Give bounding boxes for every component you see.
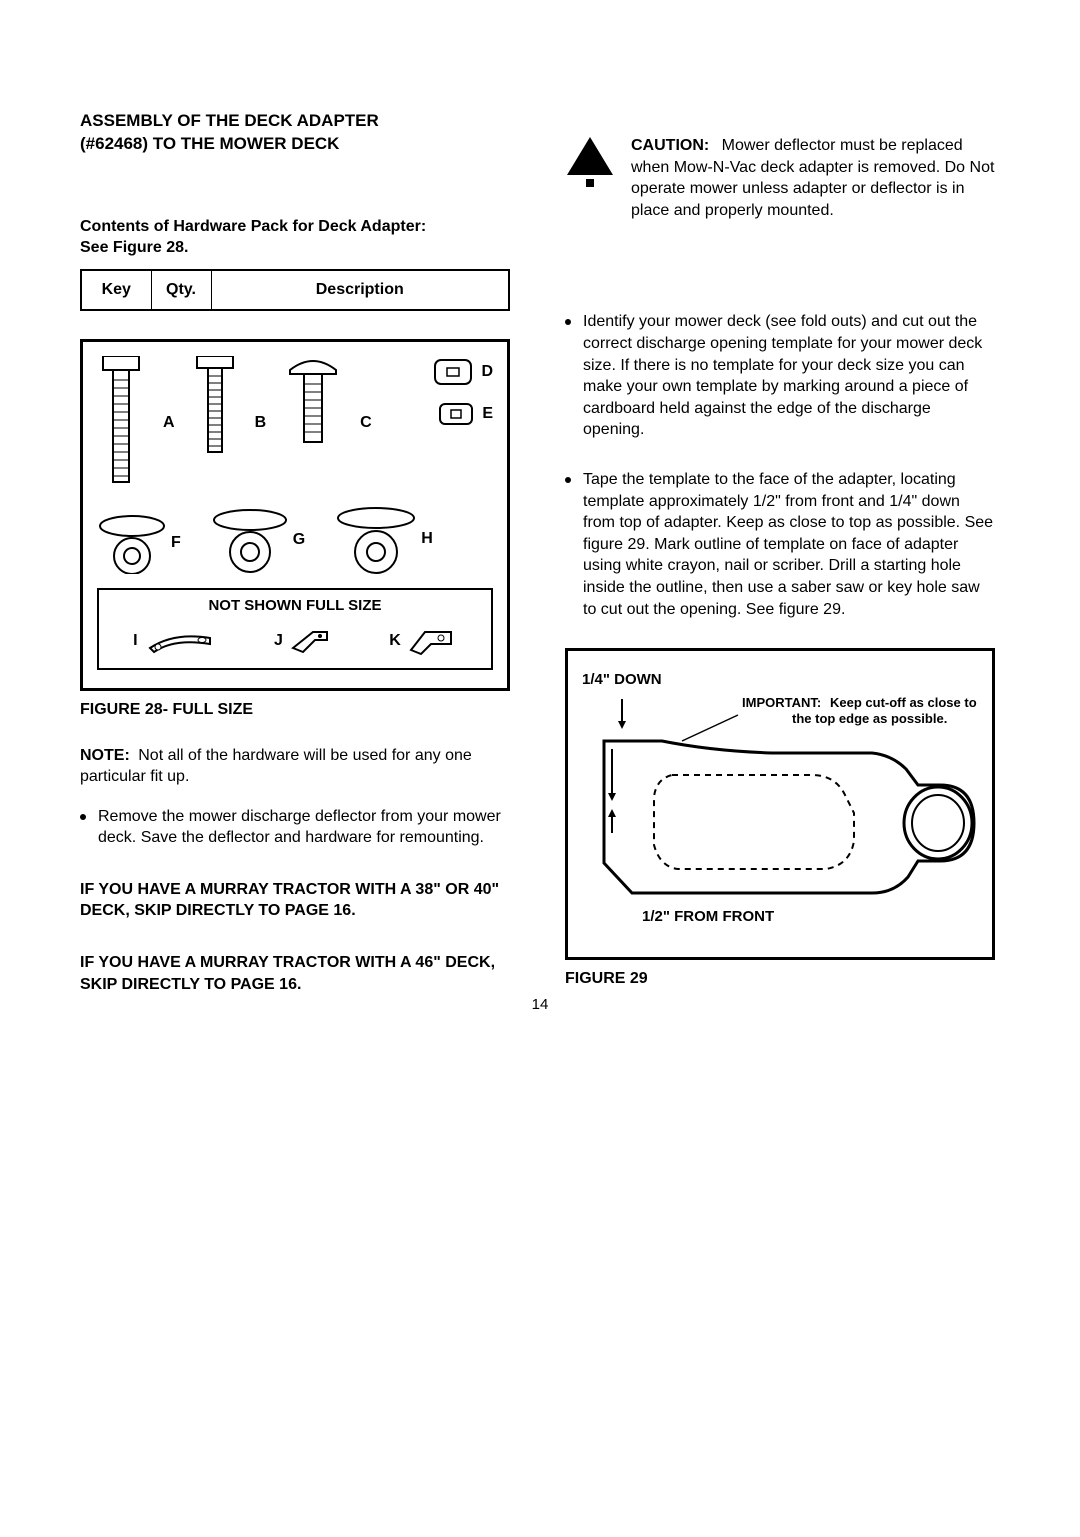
label-d: D — [481, 361, 493, 383]
mount-k-svg — [407, 624, 457, 658]
fig29-down-label: 1/4" DOWN — [582, 669, 978, 691]
th-qty: Qty. — [151, 270, 211, 310]
figure-29-caption: FIGURE 29 — [565, 968, 995, 990]
figure-29-svg: IMPORTANT: Keep cut-off as close to the … — [582, 693, 982, 933]
left-bullet: Remove the mower discharge deflector fro… — [80, 806, 510, 849]
th-key: Key — [81, 270, 151, 310]
label-e: E — [482, 403, 493, 425]
nut-d-svg — [431, 356, 475, 388]
warning-icon — [565, 135, 615, 193]
bolt-c-svg — [284, 356, 342, 446]
note-label: NOTE: — [80, 747, 130, 764]
caution-block: CAUTION: Mower deflector must be replace… — [565, 135, 995, 221]
bolt-a-svg — [97, 356, 145, 486]
section-title-line2: (#62468) TO THE MOWER DECK — [80, 133, 510, 156]
nut-e-svg — [436, 400, 476, 428]
bracket-k: K — [389, 624, 457, 658]
label-k: K — [389, 630, 401, 652]
washer-g-svg — [211, 508, 289, 574]
strap-i-svg — [144, 628, 216, 654]
washer-h-svg — [335, 506, 417, 574]
section-title-line1: ASSEMBLY OF THE DECK ADAPTER — [80, 110, 510, 133]
svg-text:the top edge as possible.: the top edge as possible. — [792, 711, 947, 726]
bullet-dot-icon — [565, 477, 571, 483]
brackets-row: I J K — [109, 624, 481, 658]
nut-d: D — [431, 356, 493, 388]
skip-note-1: IF YOU HAVE A MURRAY TRACTOR WITH A 38" … — [80, 879, 510, 922]
bracket-i: I — [133, 628, 215, 654]
figure-29: 1/4" DOWN IMPORTANT: Keep cut-off as clo… — [565, 648, 995, 960]
down-label: 1/4" DOWN — [582, 671, 662, 688]
bolt-c — [284, 356, 342, 446]
washer-f: F — [97, 514, 181, 574]
contents-heading-line1: Contents of Hardware Pack for Deck Adapt… — [80, 216, 510, 238]
front-label: 1/2" FROM FRONT — [642, 908, 774, 925]
section-title: ASSEMBLY OF THE DECK ADAPTER (#62468) TO… — [80, 110, 510, 156]
figure-28: A B — [80, 339, 510, 691]
label-h: H — [421, 528, 433, 550]
left-bullet-text: Remove the mower discharge deflector fro… — [98, 806, 510, 849]
note: NOTE: Not all of the hardware will be us… — [80, 745, 510, 788]
label-i: I — [133, 630, 137, 652]
label-c: C — [360, 412, 372, 434]
bullet-dot-icon — [565, 319, 571, 325]
caution-label: CAUTION: — [631, 137, 709, 154]
contents-heading-line2: See Figure 28. — [80, 237, 510, 259]
right-bullet-2-text: Tape the template to the face of the ada… — [583, 469, 995, 620]
bolt-b-svg — [193, 356, 237, 456]
washer-h: H — [335, 506, 433, 574]
right-bullet-1-text: Identify your mower deck (see fold outs)… — [583, 311, 995, 441]
caution-text: CAUTION: Mower deflector must be replace… — [631, 135, 995, 221]
washer-f-svg — [97, 514, 167, 574]
hardware-table: Key Qty. Description — [80, 269, 510, 311]
not-shown-title: NOT SHOWN FULL SIZE — [109, 596, 481, 616]
right-bullet-1: Identify your mower deck (see fold outs)… — [565, 311, 995, 441]
bolt-a — [97, 356, 145, 486]
page-number: 14 — [80, 995, 1000, 1015]
bracket-j: J — [274, 626, 331, 656]
label-g: G — [293, 529, 305, 551]
bolt-b — [193, 356, 237, 456]
label-b: B — [255, 412, 267, 434]
angle-j-svg — [289, 626, 331, 656]
th-desc: Description — [211, 270, 509, 310]
nuts-col: D E — [431, 356, 493, 428]
label-j: J — [274, 630, 283, 652]
important-label: IMPORTANT: — [742, 695, 821, 710]
note-text: Not all of the hardware will be used for… — [80, 747, 472, 786]
not-shown-box: NOT SHOWN FULL SIZE I J — [97, 588, 493, 670]
figure-28-caption: FIGURE 28- FULL SIZE — [80, 699, 510, 721]
svg-text:Keep cut-off as close to: Keep cut-off as close to — [830, 695, 977, 710]
bullet-dot-icon — [80, 814, 86, 820]
bolts-row: A B — [97, 356, 493, 486]
nut-e: E — [436, 400, 493, 428]
label-a: A — [163, 412, 175, 434]
washer-g: G — [211, 508, 305, 574]
contents-heading: Contents of Hardware Pack for Deck Adapt… — [80, 216, 510, 259]
washers-row: F G — [97, 506, 493, 574]
label-f: F — [171, 532, 181, 554]
skip-note-2: IF YOU HAVE A MURRAY TRACTOR WITH A 46" … — [80, 952, 510, 995]
right-bullet-2: Tape the template to the face of the ada… — [565, 469, 995, 620]
